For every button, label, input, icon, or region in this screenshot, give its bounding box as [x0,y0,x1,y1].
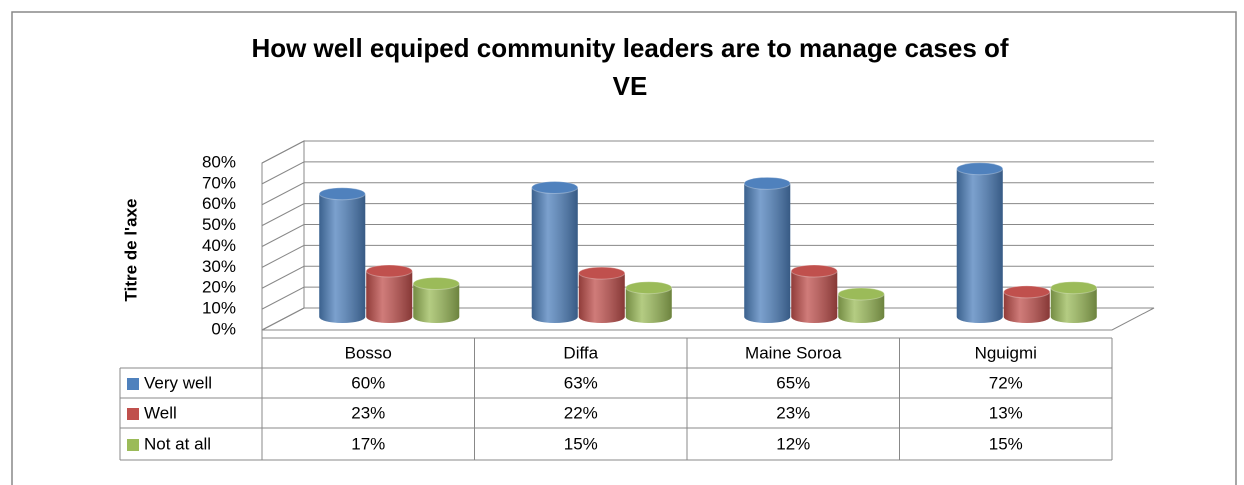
legend-label: Very well [144,373,212,392]
bar-top [625,281,673,295]
data-label: 63% [564,373,598,392]
bar [578,266,626,323]
grid-line [261,265,1154,289]
data-label: 23% [351,403,385,422]
data-label: 72% [989,373,1023,392]
legend-label: Not at all [144,434,211,453]
grid-line [261,161,1154,185]
chart-frame [11,11,1237,485]
grid-line [261,286,1154,310]
bar [1050,281,1098,323]
bar-top [578,266,626,280]
bar-shade [531,187,578,323]
bar-shade [956,168,1003,323]
y-tick-label: 60% [202,194,236,213]
y-tick-label: 70% [202,173,236,192]
y-tick-label: 50% [202,215,236,234]
chart-title: How well equiped community leaders are t… [251,33,1008,101]
data-label: 15% [564,434,598,453]
x-tick-label: Diffa [563,343,598,362]
bar-shade [366,270,413,323]
y-tick-label: 20% [202,278,236,297]
bar-shade [319,193,366,323]
data-label: 15% [989,434,1023,453]
data-label: 22% [564,403,598,422]
bar [1003,285,1051,323]
bar-shade [413,283,460,323]
y-axis-label: Titre de l'axe [121,199,140,302]
bar-top [412,277,460,291]
bar-top [531,180,579,194]
data-label: 60% [351,373,385,392]
bar-top [837,287,885,301]
legend-swatch [127,439,139,451]
x-tick-label: Maine Soroa [745,343,842,362]
bar-top [790,264,838,278]
bar-top [1003,285,1051,299]
bar [837,287,885,323]
bar [318,187,366,323]
bar-shade [1050,287,1097,323]
bar-shade [578,273,625,323]
bar-top [365,264,413,278]
grid-line [261,224,1154,247]
bar [412,277,460,323]
bar-shade [791,270,838,323]
bar [790,264,838,323]
legend-swatch [127,408,139,420]
bar-shade [744,183,791,323]
bar [743,176,791,323]
bar [365,264,413,323]
y-tick-label: 80% [202,152,236,171]
y-tick-label: 0% [211,319,236,338]
bar [625,281,673,323]
y-tick-label: 40% [202,236,236,255]
y-tick-label: 10% [202,299,236,318]
y-tick-label: 30% [202,257,236,276]
bar-shade [838,293,885,323]
data-label: 23% [776,403,810,422]
bar-top [318,187,366,201]
bar [956,162,1004,323]
grid-line [261,182,1154,206]
legend-label: Well [144,403,177,422]
data-label: 17% [351,434,385,453]
bar [531,180,579,323]
grid-line [261,203,1154,227]
grid-line [261,140,1154,164]
data-label: 65% [776,373,810,392]
data-label: 12% [776,434,810,453]
bar-top [1050,281,1098,295]
bar-top [956,162,1004,176]
legend-swatch [127,378,139,390]
data-label: 13% [989,403,1023,422]
x-tick-label: Nguigmi [975,343,1037,362]
x-tick-label: Bosso [345,343,392,362]
grid-line [261,244,1154,268]
bar-shade [625,287,672,323]
bar-top [743,176,791,190]
bar-shade [1003,291,1050,323]
